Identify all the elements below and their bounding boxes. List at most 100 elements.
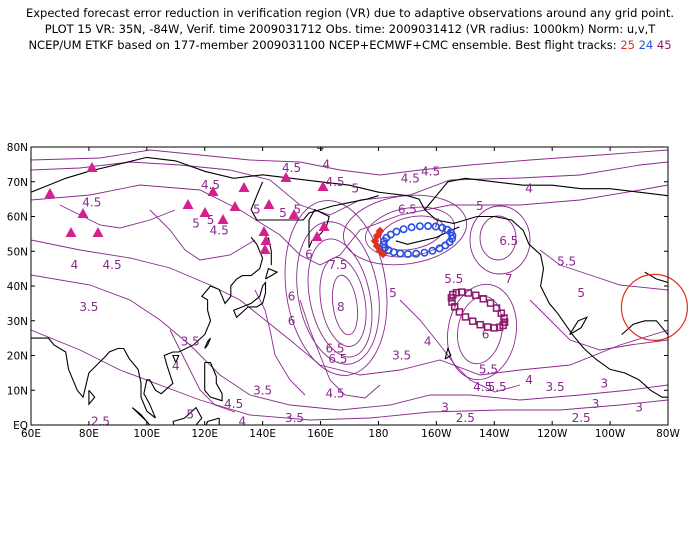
contour-line (149, 209, 256, 261)
lat-label: 20N (7, 351, 28, 363)
lat-label: 10N (7, 385, 28, 397)
observation-triangle (263, 199, 275, 209)
contour-label: 3.5 (181, 335, 200, 349)
coastline (88, 389, 96, 406)
track-24-point (412, 249, 421, 258)
contour-label: 5 (577, 286, 585, 300)
contour-label: 2.5 (456, 411, 475, 425)
contour-label: 4.5 (473, 380, 492, 394)
contour-line (529, 299, 668, 351)
observation-triangle (86, 162, 98, 172)
lat-label: 60N (7, 212, 28, 224)
contour-label: 6.5 (328, 352, 347, 366)
track-24-point (445, 238, 454, 247)
contour-label: 4.5 (421, 164, 440, 178)
contour-label: 3.5 (253, 383, 272, 397)
track-24-point (396, 249, 405, 258)
lon-label: 100E (133, 428, 160, 440)
contour-label: 6.5 (325, 342, 344, 356)
lon-label: 60E (21, 428, 41, 440)
track-24-point (424, 222, 433, 231)
coastline (424, 209, 668, 398)
coastline (644, 271, 668, 284)
lon-label: 80E (79, 428, 99, 440)
contour-labels: 4.54.544.5 54.5 4.544.55 55 5 54.56.5756.55.5… (71, 147, 643, 429)
observation-triangle (259, 244, 271, 254)
track-45-point (476, 320, 484, 329)
lat-label: 80N (7, 142, 28, 154)
lat-label: 40N (7, 281, 28, 293)
contour-label: 5 (476, 199, 484, 213)
coastline (172, 406, 203, 425)
track-45-point (468, 317, 477, 325)
contour-label: 6.5 (398, 203, 417, 217)
coastline (569, 316, 589, 336)
contour-ellipse (296, 221, 380, 365)
track-45-point (486, 299, 495, 307)
contour-label: 5 (389, 286, 397, 300)
contour-label: 3.5 (285, 411, 304, 425)
contour-label: 5 (294, 203, 302, 217)
contour-label: 5.5 (479, 362, 498, 376)
track-24-point (415, 222, 424, 231)
track-24-point (431, 222, 440, 231)
contour-label: 5 (186, 408, 194, 422)
contour-lines (31, 149, 668, 421)
contour-label: 4.5 (224, 397, 243, 411)
track-45-label: 45 (656, 38, 672, 52)
contour-label: 4.5 (325, 175, 344, 189)
contour-label: 4.5 (401, 171, 420, 185)
observation-triangle (280, 172, 292, 182)
contour-line (254, 289, 306, 396)
contour-label: 4 (323, 157, 331, 171)
contour-label: 4 (239, 415, 247, 429)
map-frame (30, 146, 669, 426)
contour-line (539, 249, 668, 291)
contour-label: 4 (525, 182, 533, 196)
contour-ellipse (447, 283, 517, 381)
coastline (232, 280, 267, 319)
coastline (204, 337, 212, 349)
lon-label: 160W (421, 428, 452, 440)
contour-line (31, 274, 668, 411)
observation-triangle (317, 181, 329, 191)
contour-label: 6.5 (499, 234, 518, 248)
contour-label: 4.5 (325, 387, 344, 401)
contour-label: 5.5 (444, 272, 463, 286)
observation-triangle (65, 227, 77, 237)
contour-label: 4 (424, 335, 432, 349)
lon-label: 140E (249, 428, 276, 440)
track-24-point (420, 248, 429, 257)
contour-line (31, 161, 668, 216)
observation-triangle (44, 188, 56, 198)
track-45-point (447, 294, 456, 302)
contour-label: 8 (337, 300, 345, 314)
track-24-point (403, 250, 412, 259)
header-line-3: NCEP/UM ETKF based on 177-member 2009031… (0, 38, 700, 53)
contour-line (31, 329, 668, 421)
lon-label: 160E (307, 428, 334, 440)
contour-line (169, 329, 236, 413)
verification-region (620, 273, 689, 341)
contour-label: 4 (71, 258, 79, 272)
contour-label: 3.5 (79, 300, 98, 314)
track-24-point (428, 246, 437, 255)
contour-label: 5.5 (488, 380, 507, 394)
coastline (621, 320, 668, 336)
observation-triangle (238, 182, 250, 192)
contour-label: 4 (525, 373, 533, 387)
observation-triangle (318, 221, 330, 231)
track-45-point (500, 318, 509, 326)
header-line-3-text: NCEP/UM ETKF based on 177-member 2009031… (28, 38, 621, 52)
contour-label: 5 (279, 206, 287, 220)
contour-label: 3 (635, 401, 643, 415)
contour-line (31, 149, 668, 176)
contour-line (399, 299, 521, 393)
contour-ellipse (307, 238, 373, 358)
contour-ellipse (284, 200, 388, 376)
coastline (407, 195, 426, 210)
track-45-point (472, 291, 480, 300)
contour-line (299, 299, 381, 399)
track-45-point (450, 303, 459, 311)
observation-triangle (92, 227, 104, 237)
